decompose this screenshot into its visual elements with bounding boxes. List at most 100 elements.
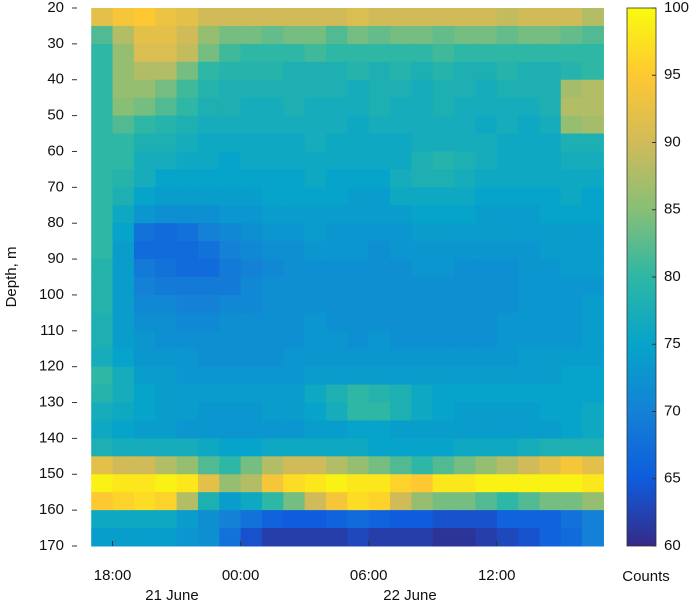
heat-cell <box>240 205 263 224</box>
heat-cell <box>390 294 412 314</box>
y-tick-label: 130 <box>39 394 64 411</box>
heat-cell <box>112 492 135 511</box>
heat-cell <box>240 133 263 152</box>
heat-cell <box>197 492 220 511</box>
heat-cell <box>475 474 498 493</box>
heat-cell <box>133 97 156 117</box>
heat-cell <box>582 79 604 99</box>
heat-cell <box>454 402 476 421</box>
heat-cell <box>390 43 412 63</box>
heat-cell <box>219 510 242 529</box>
heat-cell <box>518 223 540 242</box>
heat-cell <box>582 133 604 152</box>
heat-cell <box>133 348 156 368</box>
heat-cell <box>261 97 284 117</box>
heat-cell <box>539 97 562 117</box>
heat-cell <box>219 115 242 135</box>
heat-cell <box>133 492 156 511</box>
heat-cell <box>475 169 498 188</box>
heat-cell <box>155 348 178 368</box>
heat-cell <box>112 169 135 188</box>
heat-cell <box>368 8 391 27</box>
heat-cell <box>390 205 412 224</box>
heat-cell <box>155 133 178 152</box>
heat-cell <box>432 241 455 260</box>
heat-cell <box>496 43 519 63</box>
heat-cell <box>582 510 604 529</box>
y-tick-label: 70 <box>47 178 64 195</box>
heat-cell <box>475 115 498 135</box>
heat-cell <box>411 205 434 224</box>
heat-cell <box>133 528 156 547</box>
heat-cell <box>304 97 327 117</box>
heat-cell <box>368 510 391 529</box>
heat-cell <box>518 330 540 350</box>
heat-cell <box>390 79 412 99</box>
heat-cell <box>582 474 604 493</box>
heat-cell <box>454 474 476 493</box>
heat-cell <box>240 25 263 45</box>
heat-cell <box>432 510 455 529</box>
heat-cell <box>197 97 220 117</box>
heat-cell <box>283 348 306 368</box>
heat-cell <box>325 25 348 45</box>
heat-cell <box>91 169 114 188</box>
heat-cell <box>560 61 583 81</box>
heat-cell <box>411 492 434 511</box>
y-tick-label: 40 <box>47 71 64 88</box>
heat-cell <box>582 8 604 27</box>
heat-cell <box>518 438 540 457</box>
heat-cell <box>390 169 412 188</box>
heat-cell <box>390 330 412 350</box>
heat-cell <box>539 187 562 206</box>
heat-cell <box>304 61 327 81</box>
heat-cell <box>454 348 476 368</box>
heat-cell <box>582 61 604 81</box>
heat-cell <box>283 241 306 260</box>
heat-cell <box>582 456 604 475</box>
heat-cell <box>347 205 370 224</box>
heat-cell <box>432 259 455 278</box>
heat-cell <box>240 43 263 63</box>
heat-cell <box>91 151 114 170</box>
heat-cell <box>304 187 327 206</box>
heat-cell <box>560 259 583 278</box>
heat-cell <box>91 402 114 421</box>
heat-cell <box>325 223 348 242</box>
heat-cell <box>560 492 583 511</box>
heat-cell <box>368 43 391 63</box>
heat-cell <box>368 259 391 278</box>
heat-cell <box>91 474 114 493</box>
heat-cell <box>368 79 391 99</box>
heat-cell <box>560 474 583 493</box>
heat-cell <box>133 384 156 404</box>
heat-cell <box>368 384 391 404</box>
colorbar-tick-label: 65 <box>664 470 681 487</box>
heat-cell <box>411 312 434 332</box>
heat-cell <box>432 474 455 493</box>
heat-cell <box>347 97 370 117</box>
heat-cell <box>283 456 306 475</box>
heat-cell <box>390 402 412 421</box>
heat-cell <box>560 133 583 152</box>
heat-cell <box>454 205 476 224</box>
heat-cell <box>582 294 604 314</box>
heat-cell <box>582 348 604 368</box>
heat-cell <box>539 223 562 242</box>
heat-cell <box>197 528 220 547</box>
heat-cell <box>240 312 263 332</box>
heat-cell <box>539 241 562 260</box>
heat-cell <box>304 348 327 368</box>
heat-cell <box>261 348 284 368</box>
heat-cell <box>240 259 263 278</box>
heat-cell <box>411 133 434 152</box>
heat-cell <box>560 366 583 386</box>
heat-cell <box>283 492 306 511</box>
heat-cell <box>518 492 540 511</box>
heat-cell <box>582 151 604 170</box>
heat-cell <box>197 25 220 45</box>
heat-cell <box>390 97 412 117</box>
heat-cell <box>475 492 498 511</box>
heat-cell <box>518 420 540 439</box>
heat-cell <box>368 115 391 135</box>
